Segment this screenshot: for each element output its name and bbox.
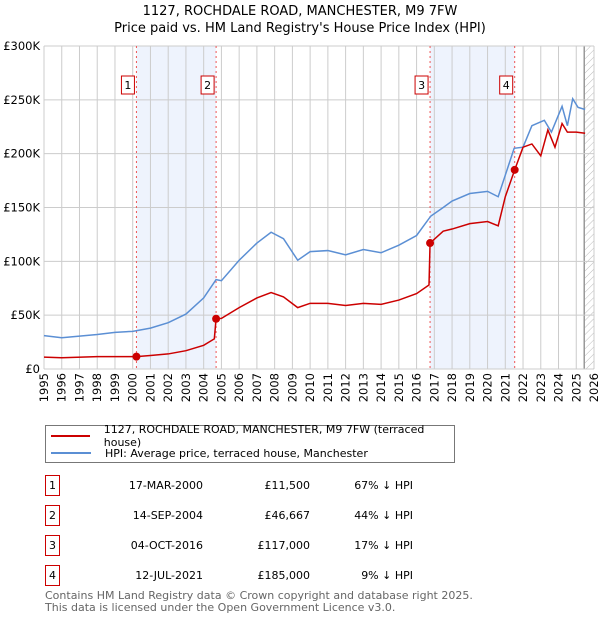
x-tick-label: 1996: [55, 373, 69, 402]
sale-label-box: [499, 75, 514, 95]
x-tick-label: 1999: [108, 373, 122, 402]
sale-point: [510, 165, 519, 174]
x-tick-label: 2022: [516, 373, 530, 402]
x-tick-label: 2026: [587, 373, 600, 402]
sale-label: 4: [503, 79, 510, 92]
sale-point: [426, 239, 435, 248]
x-tick-label: 2019: [463, 373, 477, 402]
sale-label: 2: [204, 79, 211, 92]
transaction-row: 1 17-MAR-2000 £11,500 67% ↓ HPI: [45, 475, 445, 497]
x-tick-label: 2000: [126, 373, 140, 402]
sale-hpi-diff: 44% ↓ HPI: [354, 509, 413, 522]
sale-price: £117,000: [257, 539, 311, 552]
transaction-row: 3 04-OCT-2016 £117,000 17% ↓ HPI: [45, 535, 445, 557]
sale-price: £46,667: [264, 509, 311, 522]
legend-item-hpi: HPI: Average price, terraced house, Manc…: [46, 445, 368, 461]
sale-date: 04-OCT-2016: [130, 539, 203, 552]
footer-line: Contains HM Land Registry data © Crown c…: [45, 589, 473, 602]
sale-date: 17-MAR-2000: [128, 479, 203, 492]
x-tick-label: 2018: [445, 373, 459, 402]
x-tick-label: 2001: [143, 373, 157, 402]
x-tick-label: 2007: [250, 373, 264, 402]
x-tick-label: 1998: [90, 373, 104, 402]
sale-point: [132, 352, 141, 361]
y-tick-label: £150K: [3, 201, 40, 215]
x-tick-label: 2004: [197, 373, 211, 402]
sale-hpi-diff: 67% ↓ HPI: [354, 479, 413, 492]
x-tick-label: 2003: [179, 373, 193, 402]
x-tick-label: 2021: [498, 373, 512, 402]
x-tick-label: 2015: [392, 373, 406, 402]
y-tick-label: £300K: [3, 39, 40, 53]
legend: 1127, ROCHDALE ROAD, MANCHESTER, M9 7FW …: [45, 423, 455, 463]
footer: Contains HM Land Registry data © Crown c…: [45, 590, 473, 614]
sale-marker-badge: 1: [45, 475, 60, 496]
sale-hpi-diff: 17% ↓ HPI: [354, 539, 413, 552]
sale-label-box: [414, 75, 429, 95]
sale-hpi-diff: 9% ↓ HPI: [361, 569, 413, 582]
x-tick-label: 2014: [374, 373, 388, 402]
footer-line: This data is licensed under the Open Gov…: [45, 601, 396, 614]
sale-date: 12-JUL-2021: [135, 569, 203, 582]
x-tick-label: 2008: [268, 373, 282, 402]
sale-marker-badge: 4: [45, 565, 60, 586]
sale-label: 1: [124, 79, 131, 92]
sale-marker-badge: 3: [45, 535, 60, 556]
legend-item-property: 1127, ROCHDALE ROAD, MANCHESTER, M9 7FW …: [46, 423, 454, 449]
legend-label: 1127, ROCHDALE ROAD, MANCHESTER, M9 7FW …: [103, 423, 425, 449]
x-tick-label: 2025: [569, 373, 583, 402]
legend-swatch: [51, 452, 91, 454]
x-tick-label: 1995: [37, 373, 51, 402]
x-tick-label: 2006: [232, 373, 246, 402]
legend-label: HPI: Average price, terraced house, Manc…: [105, 446, 368, 460]
x-tick-label: 1997: [72, 373, 86, 402]
series-line: [43, 96, 586, 339]
x-tick-label: 2005: [214, 373, 228, 402]
x-tick-label: 2011: [321, 373, 335, 402]
chart-title: 1127, ROCHDALE ROAD, MANCHESTER, M9 7FW: [142, 4, 458, 19]
sale-date: 14-SEP-2004: [132, 509, 203, 522]
sale-label-box: [200, 75, 215, 95]
x-tick-label: 2009: [285, 373, 299, 402]
x-tick-label: 2024: [552, 373, 566, 402]
x-tick-label: 2012: [339, 373, 353, 402]
sale-price: £185,000: [257, 569, 311, 582]
transaction-row: 4 12-JUL-2021 £185,000 9% ↓ HPI: [45, 565, 445, 587]
sale-marker-badge: 2: [45, 505, 60, 526]
x-tick-label: 2016: [410, 373, 424, 402]
price-chart: 1995 1996 1997 1998 1999 2000 2001 2002 2003 2004…: [3, 39, 600, 402]
x-tick-label: 2017: [427, 373, 441, 402]
y-tick-label: £50K: [11, 308, 41, 322]
x-tick-label: 2023: [534, 373, 548, 402]
y-tick-label: £0: [25, 362, 40, 376]
sale-label: 3: [418, 79, 425, 92]
y-tick-label: £250K: [3, 93, 40, 107]
series-line: [43, 121, 586, 359]
sale-point: [212, 314, 221, 323]
y-tick-label: £100K: [3, 254, 40, 268]
x-tick-label: 2013: [356, 373, 370, 402]
x-tick-label: 2010: [303, 373, 317, 402]
x-tick-label: 2002: [161, 373, 175, 402]
sale-price: £11,500: [264, 479, 311, 492]
transaction-row: 2 14-SEP-2004 £46,667 44% ↓ HPI: [45, 505, 445, 527]
y-tick-label: £200K: [3, 147, 40, 161]
x-tick-label: 2020: [481, 373, 495, 402]
chart-subtitle: Price paid vs. HM Land Registry's House …: [114, 21, 486, 36]
sale-label-box: [120, 75, 135, 95]
legend-swatch: [51, 435, 90, 437]
